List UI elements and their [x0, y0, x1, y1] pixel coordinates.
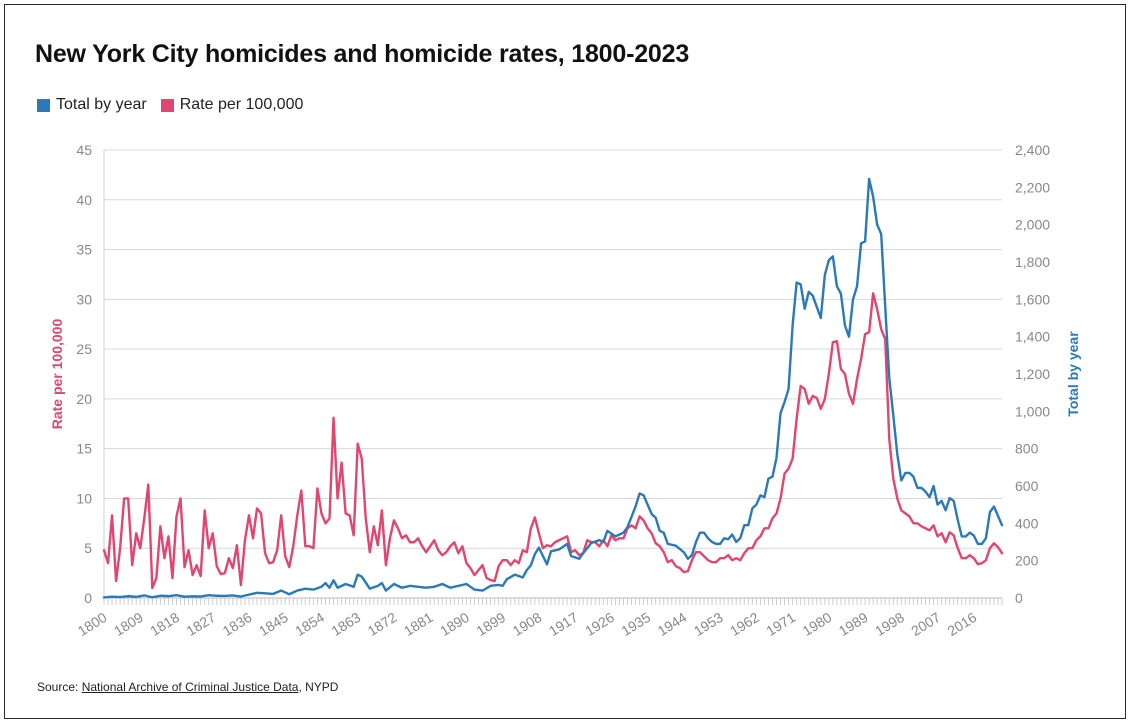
series-line-rate [102, 292, 1004, 590]
x-tick-label: 1971 [763, 609, 798, 639]
y-tick-left-label: 20 [76, 391, 92, 407]
legend-swatch-rate [160, 98, 174, 112]
x-tick-label: 1899 [473, 609, 508, 639]
legend-swatch-total [37, 98, 50, 112]
source-suffix: , NYPD [298, 680, 339, 694]
y-tick-right-label: 400 [1015, 515, 1039, 531]
chart-frame [4, 4, 1126, 719]
y-tick-right-label: 1,000 [1015, 403, 1050, 419]
y-tick-right-label: 200 [1015, 553, 1039, 569]
x-tick-label: 2007 [908, 609, 943, 639]
x-tick-label: 1872 [365, 609, 400, 639]
chart-title: New York City homicides and homicide rat… [35, 40, 690, 68]
x-tick-label: 1827 [183, 609, 218, 639]
y-tick-left-label: 35 [76, 242, 92, 258]
x-tick-label: 1890 [437, 609, 472, 639]
y-tick-left-label: 40 [76, 192, 92, 208]
x-tick-label: 1980 [800, 609, 835, 639]
y-tick-right-label: 1,200 [1015, 366, 1050, 382]
source-note: Source: National Archive of Criminal Jus… [37, 680, 338, 694]
x-tick-label: 1845 [256, 609, 291, 639]
y-tick-left-label: 30 [76, 291, 92, 307]
legend: Total by year Rate per 100,000 [37, 96, 317, 114]
x-tick-label: 1800 [75, 609, 110, 639]
x-tick-label: 1926 [582, 609, 617, 639]
series-line-total [102, 177, 1004, 599]
x-tick-label: 1917 [546, 609, 581, 639]
legend-item-rate: Rate per 100,000 [160, 96, 304, 114]
y-tick-right-label: 800 [1015, 441, 1039, 457]
x-tick-label: 1998 [872, 609, 907, 639]
x-tick-label: 1854 [292, 609, 327, 639]
legend-label-total: Total by year [56, 96, 147, 113]
y-tick-right-label: 2,400 [1015, 142, 1050, 158]
y-tick-left-label: 45 [76, 142, 92, 158]
x-tick-label: 1809 [111, 609, 146, 639]
source-link[interactable]: National Archive of Criminal Justice Dat… [81, 680, 299, 694]
x-tick-label: 1836 [220, 609, 255, 639]
x-tick-label: 2016 [945, 609, 980, 639]
y-tick-right-label: 1,800 [1015, 254, 1050, 270]
y-tick-right-label: 0 [1015, 590, 1023, 606]
x-tick-label: 1818 [147, 609, 182, 639]
y-tick-left-label: 15 [76, 441, 92, 457]
y-tick-right-label: 1,400 [1015, 329, 1050, 345]
x-tick-label: 1962 [727, 609, 762, 639]
y-tick-right-label: 2,200 [1015, 179, 1050, 195]
legend-item-total: Total by year [37, 96, 147, 114]
y-axis-title-left: Rate per 100,000 [49, 319, 65, 430]
legend-label-rate: Rate per 100,000 [179, 96, 304, 113]
x-tick-label: 1953 [691, 609, 726, 639]
x-tick-label: 1881 [401, 609, 436, 639]
x-tick-label: 1908 [510, 609, 545, 639]
x-tick-label: 1863 [328, 609, 363, 639]
x-tick-label: 1944 [655, 609, 690, 639]
y-tick-left-label: 10 [76, 490, 92, 506]
y-tick-right-label: 2,000 [1015, 217, 1050, 233]
y-tick-left-label: 25 [76, 341, 92, 357]
source-prefix: Source: [37, 680, 82, 694]
x-tick-label: 1989 [836, 609, 871, 639]
y-tick-left-label: 0 [84, 590, 92, 606]
x-tick-label: 1935 [618, 609, 653, 639]
y-tick-right-label: 600 [1015, 478, 1039, 494]
y-tick-right-label: 1,600 [1015, 291, 1050, 307]
y-tick-left-label: 5 [84, 540, 92, 556]
y-axis-title-right: Total by year [1065, 331, 1081, 417]
